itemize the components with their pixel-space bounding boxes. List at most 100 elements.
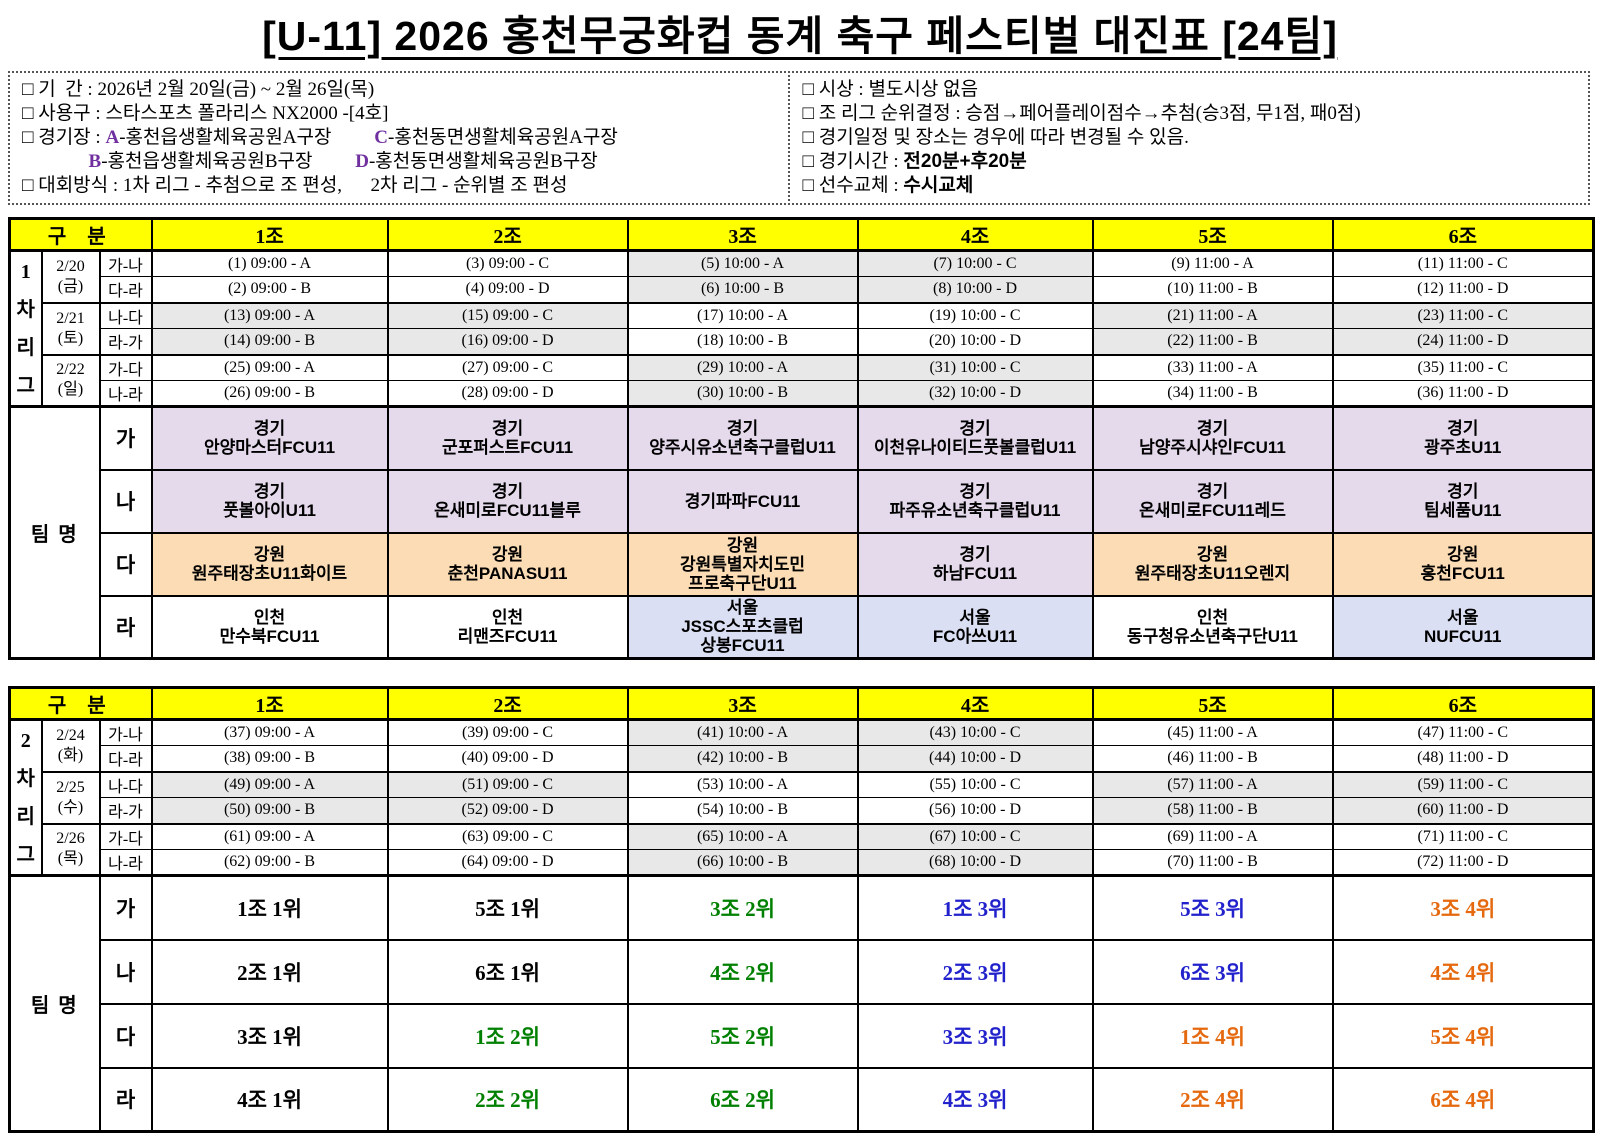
- team-cell: 경기 팀세품U11: [1331, 468, 1595, 533]
- side-char: 리: [16, 336, 35, 359]
- pairing-cell: 나-라: [98, 849, 153, 876]
- pairing-cell: 나-라: [98, 380, 153, 407]
- group-header: 6조: [1331, 687, 1595, 721]
- match-cell: (28) 09:00 - D: [386, 380, 629, 407]
- match-cell: (50) 09:00 - B: [150, 797, 389, 824]
- match-cell: (48) 11:00 - D: [1331, 745, 1595, 772]
- row-label: 가: [98, 405, 153, 470]
- weekday-text: (금): [57, 277, 84, 295]
- date-text: 2/20: [56, 257, 85, 275]
- date-cell: 2/24 (화): [40, 719, 101, 772]
- pairing-cell: 나-다: [98, 770, 153, 798]
- info-text: 전20분+후20분: [903, 151, 1027, 172]
- team-cell: 경기 양주시유소년축구클럽U11: [626, 405, 859, 470]
- info-text: -홍천동면생활체육공원B구장: [368, 151, 598, 172]
- match-cell: (21) 11:00 - A: [1091, 301, 1334, 329]
- date-cell: 2/21 (토): [40, 301, 101, 355]
- match-cell: (35) 11:00 - C: [1331, 353, 1595, 381]
- match-cell: (61) 09:00 - A: [150, 822, 389, 850]
- match-cell: (46) 11:00 - B: [1091, 745, 1334, 772]
- team-name-line: 경기: [959, 482, 991, 501]
- match-cell: (12) 11:00 - D: [1331, 276, 1595, 303]
- column-header-gubun: 구 분: [8, 687, 153, 721]
- team-cell: 경기파파FCU11: [626, 468, 859, 533]
- rank-cell: 4조 2위: [626, 938, 859, 1004]
- venue-letter: A: [105, 127, 120, 148]
- team-name-line: 이천유나이티드풋볼클럽U11: [873, 438, 1077, 458]
- league2-table: 구 분 1조 2조 3조 4조 5조 6조 2 차 리 그 2/24 (화) 가-나 (37) 09:00 …: [8, 686, 1596, 1133]
- team-cell: 서울 NUFCU11: [1331, 594, 1595, 659]
- match-cell: (55) 10:00 - C: [856, 770, 1094, 798]
- rank-cell: 3조 4위: [1331, 874, 1595, 940]
- match-cell: (25) 09:00 - A: [150, 353, 389, 381]
- rank-cell: 3조 3위: [856, 1002, 1094, 1068]
- team-cell: 경기 광주초U11: [1331, 405, 1595, 470]
- rank-cell: 3조 1위: [150, 1002, 389, 1068]
- info-text: □ 사용구 : 스타스포츠 폴라리스 NX2000 -[4호]: [22, 103, 389, 124]
- side-char: 차: [16, 767, 35, 790]
- match-cell: (33) 11:00 - A: [1091, 353, 1334, 381]
- match-cell: (2) 09:00 - B: [150, 276, 389, 303]
- info-text: □ 대회방식 : 1차 리그 - 추첨으로 조 편성, 2차 리그 - 순위별 …: [22, 175, 568, 196]
- match-cell: (67) 10:00 - C: [856, 822, 1094, 850]
- match-cell: (45) 11:00 - A: [1091, 719, 1334, 746]
- team-name-line: 리맨즈FCU11: [457, 626, 558, 646]
- match-cell: (20) 10:00 - D: [856, 328, 1094, 355]
- team-name-line: JSSC스포츠클럽: [681, 617, 804, 637]
- team-cell: 경기 하남FCU11: [856, 531, 1094, 596]
- venue-letter: D: [355, 151, 369, 172]
- team-section-label: 팀 명: [8, 405, 101, 659]
- match-cell: (16) 09:00 - D: [386, 328, 629, 355]
- rank-cell: 3조 2위: [626, 874, 859, 940]
- match-cell: (54) 10:00 - B: [626, 797, 859, 824]
- match-cell: (11) 11:00 - C: [1331, 250, 1595, 277]
- tournament-info: □ 기 간 : 2026년 2월 20일(금) ~ 2월 26일(목) □ 사용구…: [8, 71, 1592, 205]
- team-name-line: 강원: [253, 545, 286, 564]
- side-char: 차: [16, 298, 35, 321]
- date-text: 2/25: [56, 778, 85, 796]
- team-name-line: 경기: [253, 419, 286, 439]
- date-cell: 2/25 (수): [40, 770, 101, 824]
- row-label: 가: [98, 874, 153, 940]
- date-text: 2/21: [56, 309, 85, 327]
- info-text: □ 선수교체 :: [802, 175, 904, 196]
- match-cell: (14) 09:00 - B: [150, 328, 389, 355]
- info-line: □ 사용구 : 스타스포츠 폴라리스 NX2000 -[4호]: [22, 102, 778, 126]
- row-label: 나: [98, 468, 153, 533]
- team-name-line: 경기: [726, 419, 759, 439]
- team-name-line: 경기: [959, 419, 991, 439]
- group-header: 5조: [1091, 218, 1334, 252]
- match-cell: (36) 11:00 - D: [1331, 380, 1595, 407]
- match-cell: (71) 11:00 - C: [1331, 822, 1595, 850]
- match-cell: (3) 09:00 - C: [386, 250, 629, 277]
- match-cell: (13) 09:00 - A: [150, 301, 389, 329]
- match-cell: (6) 10:00 - B: [626, 276, 859, 303]
- team-name-line: 강원: [1447, 545, 1479, 564]
- match-cell: (22) 11:00 - B: [1091, 328, 1334, 355]
- rank-cell: 1조 1위: [150, 874, 389, 940]
- match-cell: (49) 09:00 - A: [150, 770, 389, 798]
- info-text: □ 시상 : 별도시상 없음: [802, 79, 979, 100]
- pairing-cell: 나-다: [98, 301, 153, 329]
- team-name-line: 팀세품U11: [1424, 501, 1502, 520]
- team-cell: 경기 남양주시샤인FCU11: [1091, 405, 1334, 470]
- rank-cell: 2조 1위: [150, 938, 389, 1004]
- team-name-line: 하남FCU11: [932, 564, 1018, 583]
- row-label: 나: [98, 938, 153, 1004]
- weekday-text: (목): [57, 850, 84, 868]
- info-line: B-홍천읍생활체육공원B구장 D-홍천동면생활체육공원B구장: [22, 150, 778, 174]
- team-name-line: 원주태장초U11화이트: [191, 564, 348, 583]
- date-cell: 2/20 (금): [40, 250, 101, 303]
- match-cell: (43) 10:00 - C: [856, 719, 1094, 746]
- team-cell: 강원 원주태장초U11화이트: [150, 531, 389, 596]
- team-name-line: 프로축구단U11: [688, 573, 797, 593]
- info-line: □ 선수교체 : 수시교체: [802, 174, 1578, 198]
- team-name-line: 온새미로FCU11블루: [434, 501, 581, 520]
- team-name-line: 홍천FCU11: [1420, 564, 1505, 583]
- team-name-line: 인천: [491, 607, 524, 627]
- side-char: 그: [16, 843, 35, 866]
- team-name-line: 인천: [253, 607, 286, 627]
- match-cell: (19) 10:00 - C: [856, 301, 1094, 329]
- match-cell: (1) 09:00 - A: [150, 250, 389, 277]
